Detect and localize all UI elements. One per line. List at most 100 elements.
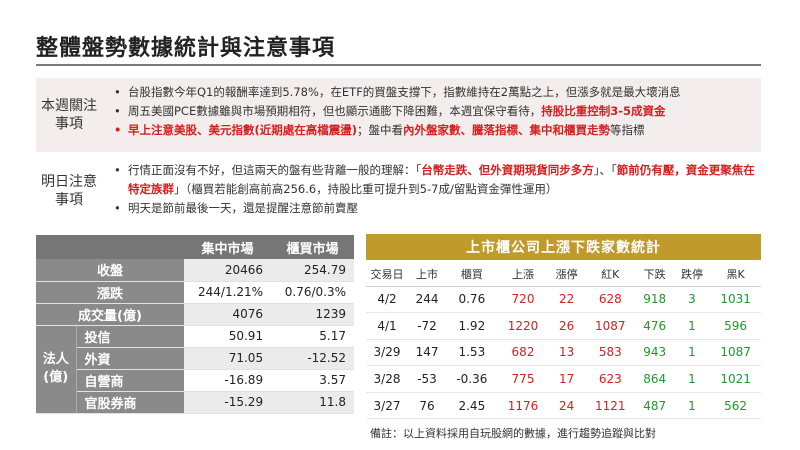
stats-cell-limit-down: 1	[673, 365, 711, 393]
stats-cell-date: 3/29	[366, 339, 408, 367]
market-value-otc: 254.79	[271, 259, 354, 282]
stats-footnote: 備註：以上資料採用自玩股網的數據，進行趨勢追蹤與比對	[370, 427, 656, 440]
market-row-label: 成交量(億)	[36, 303, 184, 326]
tomorrow-note-1-highlight-b: 台幣走跌、但外資期現貨同步多方	[421, 163, 594, 177]
institutional-value-twse: -15.29	[183, 391, 272, 414]
stats-header-cell: 上市	[408, 262, 447, 287]
stats-cell-limit-up: 22	[548, 286, 585, 314]
stats-table: 交易日 上市 櫃買 上漲 漲停 紅K 下跌 跌停 黑K 4/2 244 0.76 720 22 628 91…	[366, 262, 761, 420]
stats-header-cell: 交易日	[366, 262, 408, 287]
stats-cell-twse: 244	[408, 286, 447, 314]
stats-header-cell: 漲停	[548, 262, 585, 287]
market-value-twse: 20466	[183, 259, 272, 282]
stats-cell-up: 682	[497, 339, 549, 367]
stats-cell-black-k: 1021	[710, 365, 761, 393]
weekly-note-3-highlight-c: 內外盤家數、騰落指標、集中和櫃買走勢	[403, 123, 611, 137]
stats-cell-black-k: 596	[710, 312, 761, 340]
market-row-trust: 法人(億) 投信 50.91 5.17	[36, 325, 354, 414]
stats-cell-up: 720	[497, 286, 549, 314]
stats-row: 3/29 147 1.53 682 13 583 943 1 1087	[366, 339, 761, 367]
stats-cell-otc: 1.92	[446, 312, 498, 340]
stats-cell-up: 1220	[497, 312, 549, 340]
stats-cell-limit-up: 13	[548, 339, 585, 367]
stats-header-cell: 黑K	[710, 262, 761, 287]
stats-header-cell: 跌停	[673, 262, 711, 287]
stats-row: 4/2 244 0.76 720 22 628 918 3 1031	[366, 286, 761, 314]
tomorrow-note-1-highlight-d: 節前仍有壓，資金更聚焦在特定族群	[128, 163, 755, 196]
market-value-twse: 244/1.21%	[183, 281, 272, 304]
stats-cell-down: 918	[635, 286, 674, 314]
institutional-value-twse: 50.91	[183, 325, 272, 348]
weekly-note-3-text-d: 等指標	[610, 123, 645, 137]
stats-cell-limit-down: 3	[673, 286, 711, 314]
tomorrow-notes-section: 明日注意事項 行情正面沒有不好，但這兩天的盤有些背離一般的理解：「台幣走跌、但外…	[36, 156, 761, 226]
institutional-row-label: 投信	[76, 325, 184, 348]
stats-cell-otc: 0.76	[446, 286, 498, 314]
stats-cell-otc: 1.53	[446, 339, 498, 367]
market-value-twse: 4076	[183, 303, 272, 326]
stats-cell-up: 775	[497, 365, 549, 393]
market-header-row: 集中市場 櫃買市場	[36, 235, 354, 259]
stats-cell-limit-down: 1	[673, 339, 711, 367]
stats-cell-red-k: 583	[584, 339, 636, 367]
market-row-change: 漲跌 244/1.21% 0.76/0.3%	[36, 281, 354, 304]
market-row-volume: 成交量(億) 4076 1239	[36, 303, 354, 326]
stats-cell-black-k: 1031	[710, 286, 761, 314]
weekly-note-2-highlight: 持股比重控制3-5成資金	[541, 104, 666, 118]
stats-cell-twse: 147	[408, 339, 447, 367]
market-row-gov-broker: 官股券商 -15.29 11.8	[36, 391, 354, 414]
stats-cell-down: 864	[635, 365, 674, 393]
weekly-notes-section: 本週關注事項 台股指數今年Q1的報酬率達到5.78%，在ETF的買盤支撐下，指數…	[36, 78, 761, 152]
tomorrow-notes-label: 明日注意事項	[41, 174, 97, 208]
weekly-note-3-text-b: ；盤中看	[357, 123, 404, 137]
market-header-otc: 櫃買市場	[271, 235, 354, 259]
stats-cell-date: 3/27	[366, 392, 408, 420]
market-row-label: 漲跌	[36, 281, 184, 304]
weekly-note-3: 早上注意美股、美元指數(近期處在高檔震盪)；盤中看內外盤家數、騰落指標、集中和櫃…	[112, 121, 755, 140]
stats-cell-down: 487	[635, 392, 674, 420]
tomorrow-note-1-text-c: 」、「	[593, 163, 617, 177]
stats-cell-down: 943	[635, 339, 674, 367]
institutional-value-otc: 5.17	[271, 325, 354, 348]
stats-header-cell: 紅K	[584, 262, 636, 287]
stats-cell-up: 1176	[497, 392, 549, 420]
institutional-group-label: 法人(億)	[36, 325, 77, 414]
stats-cell-date: 3/28	[366, 365, 408, 393]
stats-cell-black-k: 1087	[710, 339, 761, 367]
tomorrow-notes-list: 行情正面沒有不好，但這兩天的盤有些背離一般的理解：「台幣走跌、但外資期現貨同步多…	[102, 156, 761, 226]
market-row-foreign: 外資 71.05 -12.52	[36, 347, 354, 370]
institutional-value-twse: -16.89	[183, 369, 272, 392]
stats-cell-down: 476	[635, 312, 674, 340]
stats-cell-red-k: 1121	[584, 392, 636, 420]
institutional-value-otc: -12.52	[271, 347, 354, 370]
weekly-notes-label: 本週關注事項	[41, 98, 97, 132]
institutional-row-label: 外資	[76, 347, 184, 370]
institutional-value-otc: 11.8	[271, 391, 354, 414]
stats-row: 4/1 -72 1.92 1220 26 1087 476 1 596	[366, 312, 761, 340]
market-value-otc: 0.76/0.3%	[271, 281, 354, 304]
market-header-corner	[36, 235, 184, 259]
institutional-value-twse: 71.05	[183, 347, 272, 370]
stats-header-row: 交易日 上市 櫃買 上漲 漲停 紅K 下跌 跌停 黑K	[366, 262, 761, 287]
stats-cell-limit-up: 26	[548, 312, 585, 340]
market-row-close: 收盤 20466 254.79	[36, 259, 354, 282]
notes-panel: 本週關注事項 台股指數今年Q1的報酬率達到5.78%，在ETF的買盤支撐下，指數…	[36, 78, 761, 226]
stats-header-cell: 下跌	[635, 262, 674, 287]
market-row-dealer: 自營商 -16.89 3.57	[36, 369, 354, 392]
stats-cell-twse: -53	[408, 365, 447, 393]
stats-header-cell: 上漲	[497, 262, 549, 287]
stats-cell-limit-up: 24	[548, 392, 585, 420]
stats-cell-twse: -72	[408, 312, 447, 340]
page-title: 整體盤勢數據統計與注意事項	[36, 36, 336, 61]
stats-table-title: 上市櫃公司上漲下跌家數統計	[366, 234, 761, 260]
stats-cell-red-k: 623	[584, 365, 636, 393]
stats-cell-red-k: 1087	[584, 312, 636, 340]
stats-cell-limit-down: 1	[673, 392, 711, 420]
tomorrow-note-1: 行情正面沒有不好，但這兩天的盤有些背離一般的理解：「台幣走跌、但外資期現貨同步多…	[112, 161, 755, 199]
institutional-value-otc: 3.57	[271, 369, 354, 392]
stats-cell-limit-up: 17	[548, 365, 585, 393]
market-row-label: 收盤	[36, 259, 184, 282]
tomorrow-note-1-text-e: 」（櫃買若能創高前高256.6，持股比重可提升到5-7成/留點資金彈性運用）	[174, 182, 558, 196]
weekly-note-3-highlight-a: 早上注意美股、美元指數(近期處在高檔震盪)	[128, 123, 358, 137]
stats-cell-limit-down: 1	[673, 312, 711, 340]
